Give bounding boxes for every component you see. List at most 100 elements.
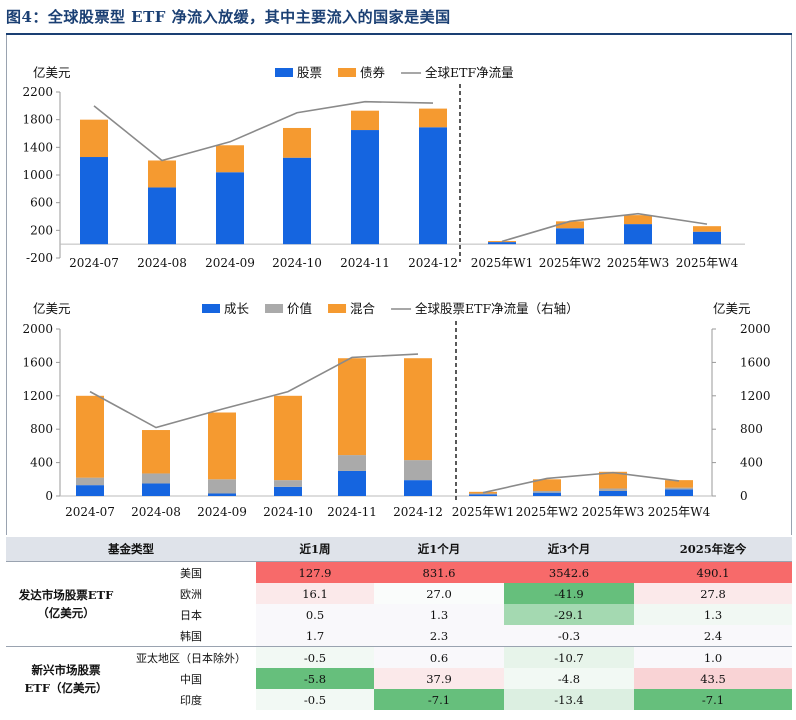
table-header-ytd: 2025年迄今: [634, 537, 792, 562]
bar-segment: [599, 471, 627, 489]
y-tick-label: 800: [30, 422, 53, 436]
chart1-x-labels: 2024-07 2024-08 2024-09 2024-10 2024-11 2024-…: [69, 256, 739, 270]
bar-segment: [419, 108, 447, 128]
bar-segment: [283, 127, 311, 158]
table-value-cell: 490.1: [634, 561, 792, 583]
legend-swatch: [265, 304, 284, 313]
legend-label: 混合: [350, 301, 376, 316]
x-tick-label: 2024-09: [197, 505, 247, 519]
bar-segment: [76, 485, 104, 496]
chart2-y-axis: 0 400 800 1200 1600 2000 0 400 800 1200 1600 2000: [22, 321, 771, 503]
table-group-label: 新兴市场股票 ETF（亿美元）: [6, 646, 126, 710]
bar-segment: [624, 224, 652, 245]
legend-label: 全球ETF净流量: [425, 65, 514, 80]
chart1-line: [93, 100, 708, 243]
chart2-bars: [76, 358, 693, 496]
x-tick-label: 2025年W1: [452, 505, 515, 519]
chart2-line: [89, 353, 680, 494]
table-country-cell: 韩国: [180, 629, 202, 643]
right-y-tick-label: 800: [740, 422, 763, 436]
x-tick-label: 2024-08: [131, 505, 181, 519]
table-country-cell: 美国: [126, 561, 256, 583]
table-value-cell: 0.6: [374, 646, 504, 668]
bar-segment: [693, 226, 721, 232]
y-tick-label: 1200: [22, 389, 53, 403]
title-rule: [6, 33, 792, 35]
table-value-cell: -29.1: [504, 604, 634, 625]
x-tick-label: 2025年W3: [607, 256, 670, 270]
series-line: [89, 353, 419, 429]
series-line: [501, 212, 708, 243]
bar-segment: [624, 215, 652, 225]
legend-swatch: [275, 68, 293, 77]
x-tick-label: 2024-07: [65, 505, 115, 519]
y-tick-label: 2000: [22, 322, 53, 336]
table-value-cell: -5.8: [256, 668, 374, 689]
legend-label: 价值: [287, 301, 312, 316]
bar-segment: [208, 493, 236, 496]
table-country-cell: 印度: [180, 693, 202, 707]
table-row: 印度 -0.5 -7.1 -13.4 -7.1: [6, 689, 792, 710]
table-header-fund-type: 基金类型: [6, 537, 256, 562]
x-tick-label: 2024-08: [137, 256, 187, 270]
table-value-cell: 3542.6: [504, 561, 634, 583]
table-country-cell: 欧洲: [180, 587, 202, 601]
chart1-legend: 股票 债券 全球ETF净流量: [275, 65, 514, 80]
series-line: [93, 100, 434, 162]
y-tick-label: 1400: [22, 140, 53, 154]
bar-segment: [533, 490, 561, 493]
x-tick-label: 2024-10: [272, 256, 322, 270]
bar-segment: [533, 492, 561, 496]
bar-segment: [665, 487, 693, 490]
table-value-cell: -0.5: [256, 646, 374, 668]
bar-segment: [208, 479, 236, 494]
right-y-tick-label: 1600: [740, 355, 771, 369]
table-value-cell: 1.3: [374, 604, 504, 625]
series-line: [482, 471, 680, 494]
bar-segment: [488, 242, 516, 245]
legend-label: 股票: [297, 65, 322, 80]
bar-segment: [419, 127, 447, 245]
group-label-line: （亿美元）: [37, 606, 95, 620]
table-header-1m: 近1个月: [374, 537, 504, 562]
y-tick-label: 0: [45, 489, 53, 503]
table-row: 欧洲 16.1 27.0 -41.9 27.8: [6, 583, 792, 604]
x-tick-label: 2025年W2: [516, 505, 579, 519]
chart1-y-axis-label: 亿美元: [33, 65, 71, 80]
bar-segment: [469, 493, 497, 495]
bar-segment: [274, 395, 302, 481]
table-header-1w: 近1周: [256, 537, 374, 562]
fund-flow-table: 基金类型 近1周 近1个月 近3个月 2025年迄今 发达市场股票ETF （亿美元…: [6, 537, 792, 710]
table-value-cell: 2.3: [374, 625, 504, 647]
bar-segment: [216, 172, 244, 245]
bar-segment: [283, 157, 311, 245]
chart2-x-labels: 2024-07 2024-08 2024-09 2024-10 2024-11 2024-…: [65, 505, 711, 519]
table-group-label: 发达市场股票ETF （亿美元）: [6, 561, 126, 647]
table-value-cell: -7.1: [634, 689, 792, 710]
frame-right-border: [791, 35, 792, 535]
table-row: 日本 0.5 1.3 -29.1 1.3: [6, 604, 792, 625]
table-value-cell: 43.5: [634, 668, 792, 689]
right-y-tick-label: 2000: [740, 322, 771, 336]
table-header-row: 基金类型 近1周 近1个月 近3个月 2025年迄今: [6, 537, 792, 562]
table-value-cell: -7.1: [374, 689, 504, 710]
bar-segment: [76, 395, 104, 478]
x-tick-label: 2024-07: [69, 256, 119, 270]
x-tick-label: 2024-12: [408, 256, 458, 270]
frame-left-border: [6, 35, 7, 535]
y-tick-label: 1600: [22, 355, 53, 369]
right-y-tick-label: 1200: [740, 389, 771, 403]
bar-segment: [142, 430, 170, 474]
x-tick-label: 2025年W2: [539, 256, 602, 270]
table-value-cell: 831.6: [374, 561, 504, 583]
bar-segment: [404, 480, 432, 496]
table-row: 中国 -5.8 37.9 -4.8 43.5: [6, 668, 792, 689]
bar-segment: [351, 110, 379, 131]
table-header-3m: 近3个月: [504, 537, 634, 562]
table-value-cell: -13.4: [504, 689, 634, 710]
bar-segment: [142, 473, 170, 484]
group-label-line: ETF（亿美元）: [24, 680, 108, 695]
table-row: 新兴市场股票 ETF（亿美元） 亚太地区（日本除外） -0.5 0.6 -10.7 1.0: [6, 646, 792, 710]
y-tick-label: 600: [30, 196, 53, 210]
table-value-cell: -0.5: [256, 689, 374, 710]
